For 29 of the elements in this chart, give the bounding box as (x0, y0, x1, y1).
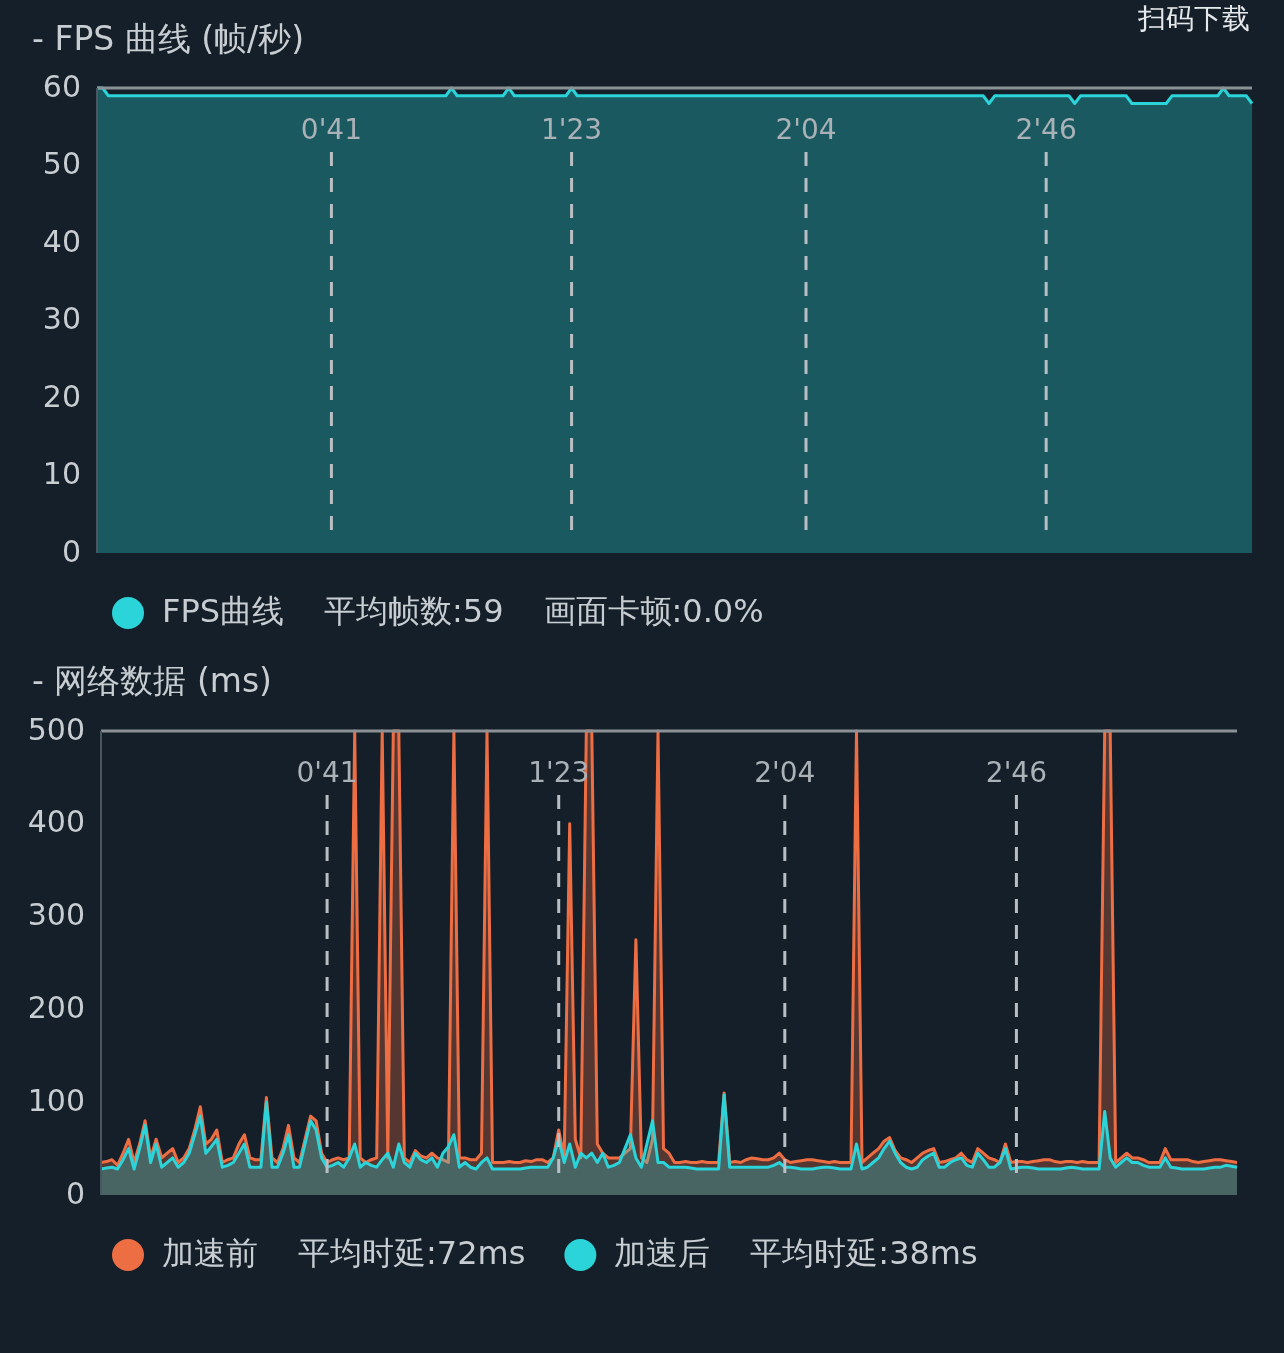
y-tick-label: 30 (42, 301, 81, 336)
text: 平均时延:72ms (298, 1234, 526, 1272)
chart-title: - 网络数据 (ms) (32, 660, 272, 700)
text: 平均时延:38ms (750, 1234, 978, 1272)
text: 画面卡顿:0.0% (543, 592, 764, 630)
x-tick-label: 1'23 (541, 113, 603, 146)
y-tick-label: 60 (42, 68, 81, 104)
y-tick-label: 40 (42, 223, 81, 259)
text: 扫码下载 (1137, 2, 1250, 35)
x-tick-label: 2'04 (754, 756, 816, 789)
y-tick-label: 400 (27, 804, 85, 840)
y-tick-label: 0 (61, 533, 81, 569)
y-tick-label: 100 (27, 1082, 85, 1118)
x-tick-label: 0'41 (300, 113, 362, 146)
y-tick-label: 10 (42, 456, 81, 491)
y-tick-label: 500 (27, 711, 85, 747)
y-tick-label: 20 (42, 378, 81, 414)
legend-label: 加速前 (162, 1234, 258, 1272)
legend-label: FPS曲线 (162, 592, 285, 630)
y-tick-label: 300 (27, 897, 85, 933)
y-tick-label: 0 (65, 1175, 85, 1211)
x-tick-label: 2'04 (775, 113, 837, 146)
chart-title: - FPS 曲线 (帧/秒) (32, 18, 305, 58)
text: 平均帧数:59 (324, 592, 504, 630)
x-tick-label: 2'46 (985, 756, 1047, 789)
y-tick-label: 200 (27, 989, 85, 1025)
x-tick-label: 2'46 (1015, 113, 1077, 146)
legend-label: 加速后 (614, 1234, 711, 1272)
y-tick-label: 50 (42, 146, 81, 181)
